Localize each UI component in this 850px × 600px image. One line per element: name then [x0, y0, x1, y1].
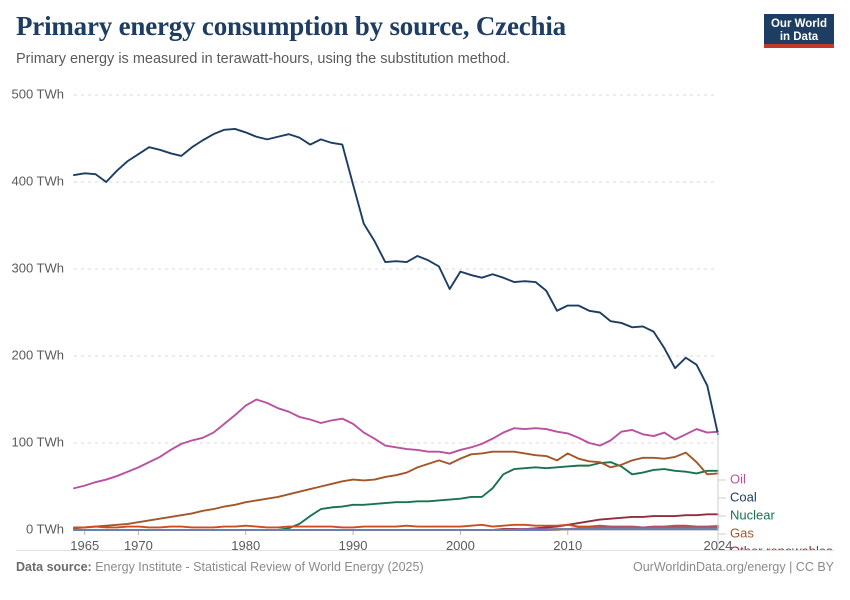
owid-logo-line2: in Data	[779, 30, 819, 43]
attribution-link[interactable]: OurWorldinData.org/energy | CC BY	[632, 560, 834, 574]
data-source: Data source: Energy Institute - Statisti…	[16, 560, 424, 574]
owid-logo-line1: Our World	[770, 18, 827, 30]
x-tick-label: 1970	[124, 538, 153, 550]
legend-leader-line	[717, 431, 726, 481]
legend-label-nuclear[interactable]: Nuclear	[730, 507, 775, 522]
page-title: Primary energy consumption by source, Cz…	[16, 11, 566, 41]
x-tick-label: 2010	[553, 538, 582, 550]
chart-header: Primary energy consumption by source, Cz…	[16, 11, 834, 68]
x-tick-label: 2000	[446, 538, 475, 550]
series-line-gas[interactable]	[73, 450, 719, 530]
series-line-coal[interactable]	[73, 127, 719, 436]
x-tick-label: 1965	[70, 538, 99, 550]
legend-label-gas[interactable]: Gas	[730, 525, 754, 540]
line-chart-svg[interactable]: 0 TWh 100 TWh 200 TWh 300 TWh 400 TWh 500 TWh…	[0, 80, 850, 550]
y-tick-label: 300 TWh	[11, 260, 64, 275]
legend-label-coal[interactable]: Coal	[730, 489, 757, 504]
y-tick-label: 500 TWh	[11, 86, 64, 101]
plot-area: 0 TWh 100 TWh 200 TWh 300 TWh 400 TWh 500 TWh…	[0, 80, 850, 550]
x-tick-label: 1980	[231, 538, 260, 550]
y-tick-label: 400 TWh	[11, 173, 64, 188]
chart-footer: Data source: Energy Institute - Statisti…	[16, 550, 834, 588]
x-tick-label: 1990	[339, 538, 368, 550]
legend-label-oil[interactable]: Oil	[730, 471, 746, 486]
y-tick-label: 200 TWh	[11, 347, 64, 362]
owid-logo[interactable]: Our World in Data	[764, 14, 834, 48]
y-tick-label: 100 TWh	[11, 434, 64, 449]
y-tick-label: 0 TWh	[26, 521, 64, 536]
legend-leader-line	[717, 434, 726, 499]
series-line-oil[interactable]	[73, 398, 719, 490]
legend-label-other-renewables[interactable]: Other renewables	[730, 543, 833, 550]
series-line-nuclear[interactable]	[73, 461, 719, 531]
series-line-wind[interactable]	[73, 528, 719, 531]
data-source-text: Energy Institute - Statistical Review of…	[95, 560, 424, 574]
chart-subtitle: Primary energy is measured in terawatt-h…	[16, 50, 511, 67]
legend-leader-line	[717, 473, 726, 535]
legend-leader-line	[717, 470, 726, 517]
data-source-prefix: Data source:	[16, 560, 92, 574]
